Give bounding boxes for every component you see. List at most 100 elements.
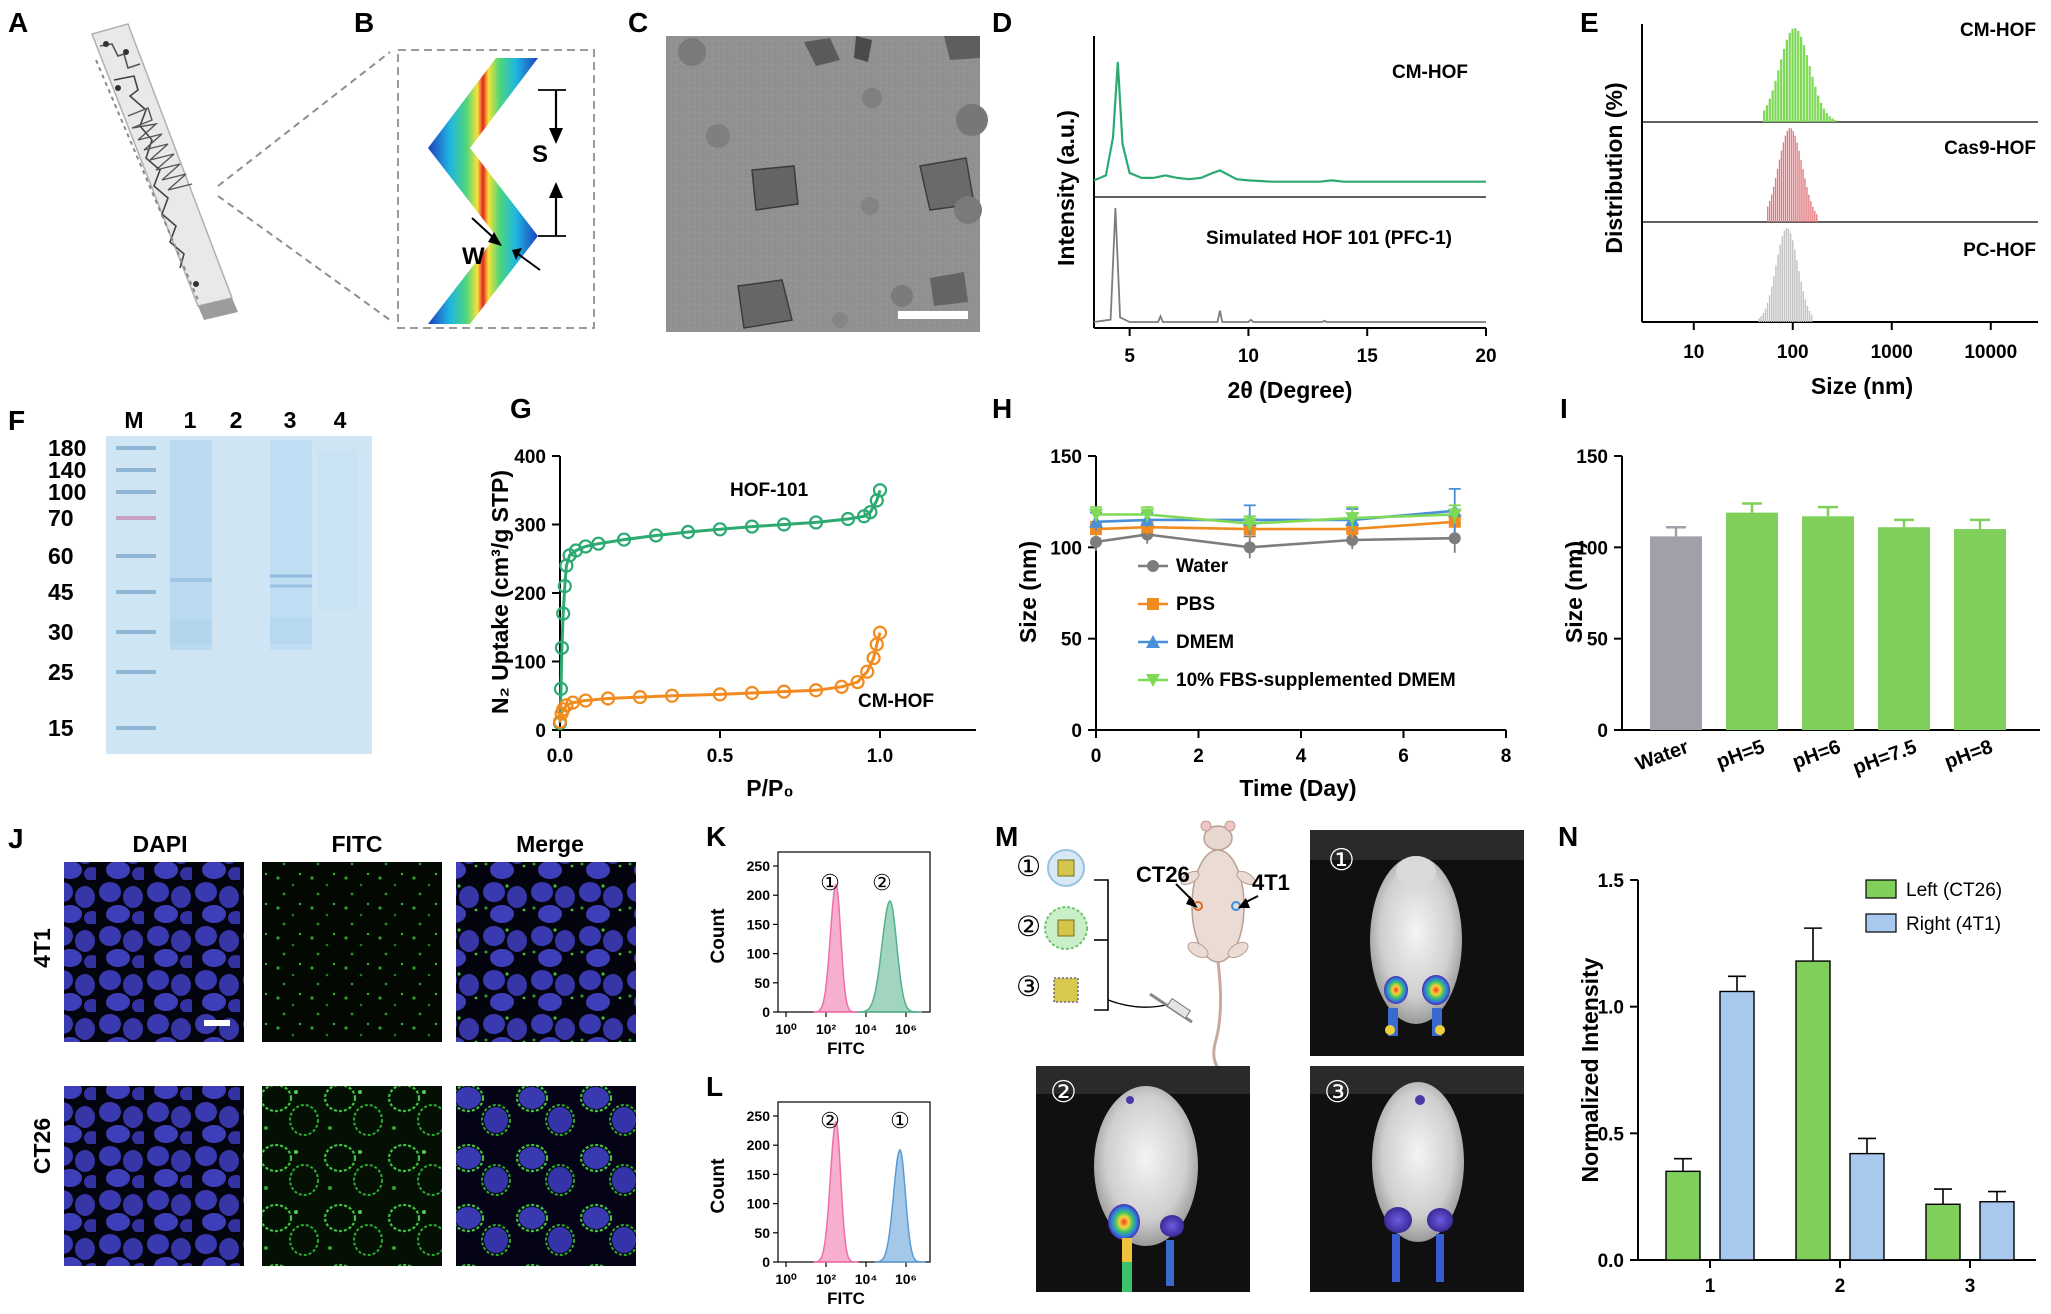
stability-marker [1146, 674, 1160, 687]
dls-xlabel: Size (nm) [1811, 373, 1913, 399]
gel-ladder-band [116, 630, 156, 634]
dls-bar [1834, 119, 1837, 122]
dls-bar [1766, 302, 1769, 322]
panel-label-h: H [992, 393, 1012, 424]
dls-bar [1800, 281, 1802, 322]
isotherm-point [648, 528, 664, 543]
zoom-line-bottom [217, 195, 391, 321]
schematic-label-1: ① [1016, 851, 1041, 882]
flow-peak [857, 900, 922, 1013]
dls-bar [1797, 30, 1800, 123]
isotherm-line [558, 632, 882, 723]
dls-bar [1769, 200, 1771, 222]
schematic-label-3: ③ [1016, 971, 1041, 1002]
dls-bar [1822, 108, 1826, 122]
dls-bar [1816, 214, 1818, 222]
sds-page-gel [106, 436, 372, 754]
dls-bar [1782, 142, 1785, 222]
micrograph-4t1-dapi [64, 862, 244, 1042]
intensity-ytick-label: 0.0 [1598, 1251, 1624, 1272]
xrd-chart: 5 10 15 20 [1093, 36, 1497, 367]
ph-ytick-label: 50 [1587, 630, 1608, 651]
stability-xtick-label: 4 [1296, 746, 1307, 767]
flow-xtick-label: 10² [816, 1021, 837, 1037]
dls-bar [1791, 240, 1794, 322]
flow-xtick-label: 10⁴ [855, 1021, 878, 1037]
stability-ylabel: Size (nm) [1015, 541, 1041, 643]
xrd-xtick-label: 15 [1357, 346, 1379, 367]
flow-l-xlabel: FITC [827, 1289, 865, 1308]
mouse-label-ct26: CT26 [1136, 862, 1190, 887]
isotherm-point [559, 698, 574, 713]
isotherm-series-cm-hof: CM-HOF [858, 691, 934, 712]
col-header-dapi: DAPI [133, 831, 188, 857]
isotherm-point [744, 519, 760, 534]
isotherm-point [712, 687, 728, 702]
panel-label-k: K [706, 821, 726, 852]
dls-bar [1802, 169, 1804, 222]
panel-label-g: G [510, 393, 532, 424]
flow-chart-k: 0 50 100 150 200 250 10⁰ 10² 10⁴ 10⁶ [747, 851, 931, 1037]
isotherm-ytick-label: 200 [514, 584, 546, 605]
isotherm-ytick-label: 400 [514, 447, 546, 468]
gel-ladder-band [116, 490, 156, 494]
dls-bar [1831, 118, 1834, 122]
dls-bar [1825, 113, 1828, 122]
flow-l-ylabel: Count [708, 1158, 729, 1214]
flow-ytick-label: 200 [747, 887, 771, 903]
dls-bar [1786, 130, 1789, 222]
dls-bar [1788, 32, 1791, 122]
flow-k-xlabel: FITC [827, 1039, 865, 1058]
isotherm-point [578, 693, 593, 708]
dls-bar [1794, 28, 1797, 122]
dls-bar [1780, 59, 1783, 122]
micrograph-4t1-merge [456, 862, 636, 1042]
dls-bar [1764, 308, 1767, 322]
gel-marker-label: 70 [48, 505, 74, 531]
flow-xtick-label: 10⁶ [895, 1021, 917, 1037]
gel-ladder-band [116, 590, 156, 594]
isotherm-point [872, 625, 888, 640]
xrd-xtick-label: 20 [1475, 346, 1496, 367]
stability-ytick-label: 100 [1050, 538, 1082, 559]
dls-bar [1794, 249, 1796, 322]
stability-legend-water: Water [1176, 556, 1229, 577]
panel-label-l: L [706, 1071, 723, 1102]
isotherm-point [776, 517, 792, 532]
isotherm-point [834, 679, 849, 694]
dls-bar [1784, 135, 1787, 222]
xrd-line-1 [1093, 207, 1486, 323]
isotherm-point [554, 640, 570, 655]
zigzag-channel-diagram [397, 49, 595, 329]
dls-bar [1768, 295, 1771, 322]
gel-lane-label: 2 [230, 407, 243, 433]
stability-chart: 0 2 4 6 8 0 50 100 150 [1050, 447, 1511, 767]
ph-category-label: pH=8 [1942, 736, 1996, 774]
isotherm-point [840, 511, 856, 527]
intensity-legend-right: Right (4T1) [1906, 914, 2001, 935]
dls-bar [1808, 194, 1810, 222]
gel-marker-label: 25 [48, 659, 74, 685]
isotherm-point [872, 483, 888, 498]
s-label: S [532, 141, 548, 168]
stability-marker [1346, 534, 1359, 547]
panel-label-d: D [992, 7, 1012, 38]
stability-xtick-label: 8 [1501, 746, 1512, 767]
flow-peak [813, 883, 859, 1013]
dls-series-cas9-hof: Cas9-HOF [1944, 138, 2036, 159]
intensity-chart: 0.0 0.5 1.0 1.5 1 2 3 [1598, 871, 2036, 1297]
ph-chart: 0 50 100 150 Water pH=5 pH=6 pH=7.5 pH=8 [1576, 447, 2040, 779]
dls-bar [1802, 291, 1804, 322]
gel-ladder-band [116, 726, 156, 730]
dls-bar [1772, 186, 1775, 222]
stability-legend-dmem: DMEM [1176, 632, 1234, 653]
isotherm-point [600, 691, 616, 706]
flow-ytick-label: 50 [754, 975, 770, 991]
ivis-image-2 [1036, 1066, 1250, 1292]
intensity-bar [1719, 990, 1755, 1261]
flow-ytick-label: 150 [747, 1166, 771, 1182]
stability-marker [1146, 635, 1160, 648]
panel-label-e: E [1580, 7, 1599, 38]
dls-xtick-label: 100 [1777, 342, 1809, 363]
microfluidic-chip-photo [90, 23, 238, 320]
